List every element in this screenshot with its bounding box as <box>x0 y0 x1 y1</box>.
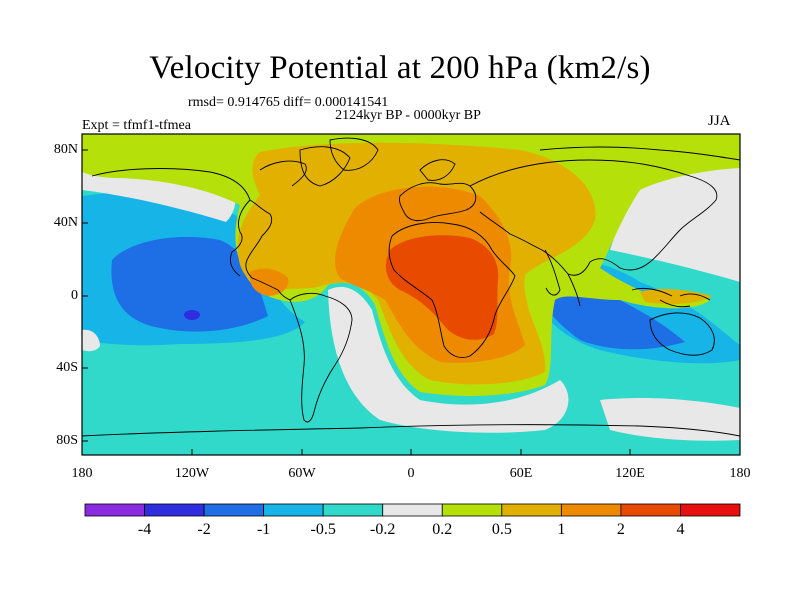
colorbar-swatch <box>322 503 384 517</box>
colorbar-label: 2 <box>616 521 625 538</box>
colorbar-swatch <box>501 503 562 517</box>
colorbar-label: 4 <box>676 521 685 538</box>
field-orange-sa <box>249 268 289 296</box>
field-redorange <box>385 235 499 340</box>
colorbar <box>84 503 741 517</box>
axis-ticks <box>82 149 631 455</box>
colorbar-label: -0.5 <box>310 521 336 538</box>
season-label: JJA <box>708 113 731 129</box>
stats-text: rmsd= 0.914765 diff= 0.000141541 <box>188 95 389 110</box>
colorbar-label: -0.2 <box>370 521 396 538</box>
colorbar-swatch <box>203 503 265 517</box>
colorbar-swatch <box>263 503 324 517</box>
lon-tick-label: 0 <box>407 466 415 481</box>
field-white-arctic-east <box>610 165 740 282</box>
experiment-label: Expt = tfmf1-tfmea <box>82 118 191 133</box>
lon-tick-label: 180 <box>729 466 751 481</box>
period-text: 2124kyr BP - 0000kyr BP <box>335 108 481 123</box>
colorbar-label: -4 <box>137 521 152 538</box>
coastlines <box>82 137 740 437</box>
colorbar-swatch <box>680 503 741 517</box>
colorbar-label: -2 <box>197 521 211 538</box>
colorbar-swatch <box>144 503 205 517</box>
field-white-southeast <box>600 397 740 441</box>
colorbar-swatch <box>560 503 622 517</box>
colorbar-label: 0.5 <box>491 521 512 538</box>
colorbar-label: 0.2 <box>432 521 453 538</box>
lat-tick-label: 80N <box>53 142 78 157</box>
colorbar-swatch <box>441 503 503 517</box>
map-title: Velocity Potential at 200 hPa (km2/s) <box>149 50 651 86</box>
colorbar-swatch <box>84 503 145 517</box>
colorbar-label: 1 <box>557 521 566 538</box>
lat-tick-label: 80S <box>56 433 78 448</box>
field-gold-pacific-west <box>640 289 712 304</box>
lon-tick-label: 60E <box>509 466 533 481</box>
field-white-west <box>82 329 100 352</box>
field-blue-pacific <box>111 236 268 332</box>
lat-tick-label: 40S <box>56 360 78 375</box>
field-darkblue-pacific <box>184 310 200 320</box>
lon-tick-label: 180 <box>71 466 93 481</box>
lon-tick-label: 120W <box>174 466 210 481</box>
colorbar-swatch <box>382 503 443 517</box>
field-white-atlantic <box>328 286 569 433</box>
lat-tick-label: 0 <box>71 288 78 303</box>
colorbar-swatch <box>620 503 681 517</box>
lon-tick-label: 120E <box>615 466 645 481</box>
lat-tick-label: 40N <box>53 215 78 230</box>
colorbar-label: -1 <box>256 521 271 538</box>
lon-tick-label: 60W <box>288 466 316 481</box>
